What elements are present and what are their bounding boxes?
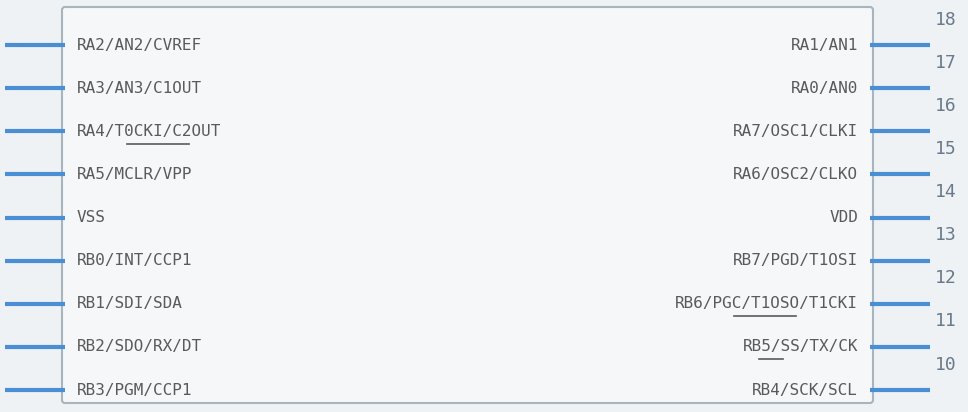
Text: VSS: VSS bbox=[77, 210, 106, 225]
Text: 10: 10 bbox=[935, 356, 956, 374]
Text: RA6/OSC2/CLKO: RA6/OSC2/CLKO bbox=[733, 167, 858, 182]
FancyBboxPatch shape bbox=[62, 7, 873, 403]
Text: 15: 15 bbox=[935, 140, 956, 158]
Text: RB4/SCK/SCL: RB4/SCK/SCL bbox=[752, 382, 858, 398]
Text: 14: 14 bbox=[935, 183, 956, 201]
Text: RA4/T0CKI/C2OUT: RA4/T0CKI/C2OUT bbox=[77, 124, 222, 139]
Text: 13: 13 bbox=[935, 226, 956, 244]
Text: RB0/INT/CCP1: RB0/INT/CCP1 bbox=[77, 253, 193, 268]
Text: RB5/SS/TX/CK: RB5/SS/TX/CK bbox=[742, 339, 858, 354]
Text: RB3/PGM/CCP1: RB3/PGM/CCP1 bbox=[77, 382, 193, 398]
Text: RB6/PGC/T1OSO/T1CKI: RB6/PGC/T1OSO/T1CKI bbox=[675, 296, 858, 311]
Text: RA5/MCLR/VPP: RA5/MCLR/VPP bbox=[77, 167, 193, 182]
Text: 18: 18 bbox=[935, 11, 956, 28]
Text: RA0/AN0: RA0/AN0 bbox=[791, 81, 858, 96]
Text: RA1/AN1: RA1/AN1 bbox=[791, 37, 858, 52]
Text: RB2/SDO/RX/DT: RB2/SDO/RX/DT bbox=[77, 339, 202, 354]
Text: RB1/SDI/SDA: RB1/SDI/SDA bbox=[77, 296, 183, 311]
Text: RB7/PGD/T1OSI: RB7/PGD/T1OSI bbox=[733, 253, 858, 268]
Text: VDD: VDD bbox=[830, 210, 858, 225]
Text: 11: 11 bbox=[935, 312, 956, 330]
Text: 16: 16 bbox=[935, 97, 956, 115]
Text: 17: 17 bbox=[935, 54, 956, 72]
Text: RA2/AN2/CVREF: RA2/AN2/CVREF bbox=[77, 37, 202, 52]
Text: RA7/OSC1/CLKI: RA7/OSC1/CLKI bbox=[733, 124, 858, 139]
Text: 12: 12 bbox=[935, 269, 956, 287]
Text: RA3/AN3/C1OUT: RA3/AN3/C1OUT bbox=[77, 81, 202, 96]
